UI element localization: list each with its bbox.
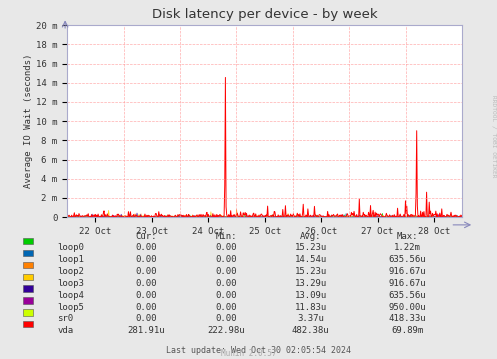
Text: 0.00: 0.00 [215, 291, 237, 300]
Text: 0.00: 0.00 [215, 243, 237, 252]
Text: 1.22m: 1.22m [394, 243, 421, 252]
Text: Cur:: Cur: [136, 232, 158, 241]
Text: 3.37u: 3.37u [297, 314, 324, 323]
Text: 13.09u: 13.09u [295, 291, 327, 300]
Text: 635.56u: 635.56u [389, 291, 426, 300]
Y-axis label: Average IO Wait (seconds): Average IO Wait (seconds) [24, 54, 33, 188]
Text: sr0: sr0 [57, 314, 73, 323]
Text: 916.67u: 916.67u [389, 267, 426, 276]
Text: Last update: Wed Oct 30 02:05:54 2024: Last update: Wed Oct 30 02:05:54 2024 [166, 346, 351, 355]
Text: loop4: loop4 [57, 291, 84, 300]
Text: 0.00: 0.00 [136, 303, 158, 312]
Text: loop0: loop0 [57, 243, 84, 252]
Text: 281.91u: 281.91u [128, 326, 166, 335]
Text: Min:: Min: [215, 232, 237, 241]
Text: loop2: loop2 [57, 267, 84, 276]
Text: 15.23u: 15.23u [295, 267, 327, 276]
Text: 15.23u: 15.23u [295, 243, 327, 252]
Text: loop1: loop1 [57, 255, 84, 264]
Text: Avg:: Avg: [300, 232, 322, 241]
Text: loop5: loop5 [57, 303, 84, 312]
Text: 0.00: 0.00 [136, 243, 158, 252]
Text: 950.00u: 950.00u [389, 303, 426, 312]
Text: 0.00: 0.00 [215, 255, 237, 264]
Text: 482.38u: 482.38u [292, 326, 330, 335]
Text: 0.00: 0.00 [136, 314, 158, 323]
Text: 13.29u: 13.29u [295, 279, 327, 288]
Text: 11.83u: 11.83u [295, 303, 327, 312]
Text: Max:: Max: [397, 232, 418, 241]
Text: 0.00: 0.00 [136, 291, 158, 300]
Text: 0.00: 0.00 [215, 314, 237, 323]
Text: 14.54u: 14.54u [295, 255, 327, 264]
Text: 222.98u: 222.98u [207, 326, 245, 335]
Title: Disk latency per device - by week: Disk latency per device - by week [152, 8, 377, 21]
Text: 916.67u: 916.67u [389, 279, 426, 288]
Text: RRDTOOL / TOBI OETIKER: RRDTOOL / TOBI OETIKER [491, 95, 496, 178]
Text: 635.56u: 635.56u [389, 255, 426, 264]
Text: 0.00: 0.00 [136, 255, 158, 264]
Text: loop3: loop3 [57, 279, 84, 288]
Text: Munin 2.0.57: Munin 2.0.57 [221, 349, 276, 358]
Text: 0.00: 0.00 [136, 267, 158, 276]
Text: 0.00: 0.00 [136, 279, 158, 288]
Text: vda: vda [57, 326, 73, 335]
Text: 0.00: 0.00 [215, 303, 237, 312]
Text: 0.00: 0.00 [215, 267, 237, 276]
Text: 418.33u: 418.33u [389, 314, 426, 323]
Text: 0.00: 0.00 [215, 279, 237, 288]
Text: 69.89m: 69.89m [392, 326, 423, 335]
